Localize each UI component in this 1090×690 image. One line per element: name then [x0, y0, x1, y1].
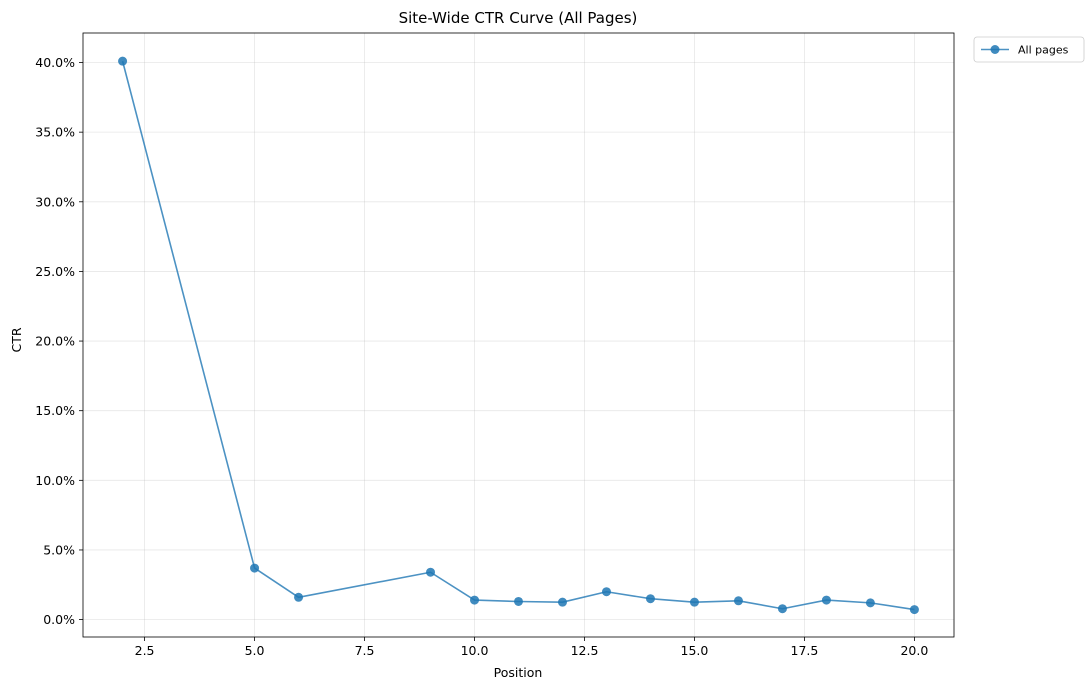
x-tick-label: 10.0 — [461, 643, 489, 658]
y-axis-label: CTR — [9, 327, 24, 352]
data-point — [733, 596, 743, 606]
y-tick-label: 0.0% — [43, 612, 75, 627]
data-point — [294, 592, 304, 602]
data-point — [514, 596, 523, 606]
y-tick-label: 10.0% — [35, 473, 75, 488]
x-tick-label: 7.5 — [355, 643, 375, 658]
x-tick-label: 2.5 — [135, 643, 155, 658]
y-tick-label: 30.0% — [35, 194, 75, 209]
x-tick-label: 15.0 — [681, 643, 709, 658]
x-tick-label: 12.5 — [571, 643, 599, 658]
data-point — [250, 563, 260, 573]
y-tick-label: 25.0% — [35, 264, 75, 279]
y-tick-label: 20.0% — [35, 334, 75, 349]
data-point — [470, 595, 480, 605]
legend-entry-label: All pages — [1018, 44, 1069, 57]
ticks-layer: 2.5 5.0 7.5 10.0 12.5 15.0 17.5 20.0 0.0% 5.0% 10.… — [35, 55, 928, 658]
data-point — [865, 598, 875, 608]
series-layer — [118, 56, 919, 615]
data-point — [118, 56, 128, 66]
data-point — [557, 597, 567, 607]
series-line — [121, 60, 915, 611]
legend-marker-swatch — [990, 45, 1000, 54]
data-point — [821, 595, 831, 605]
chart-title: Site-Wide CTR Curve (All Pages) — [399, 9, 638, 27]
legend: All pages — [973, 36, 1085, 63]
data-point — [689, 597, 699, 607]
data-point — [909, 605, 919, 615]
y-tick-label: 35.0% — [35, 125, 75, 140]
data-point — [426, 567, 436, 577]
data-point — [645, 594, 655, 604]
data-point — [601, 587, 611, 597]
x-tick-label: 17.5 — [791, 643, 819, 658]
y-tick-label: 40.0% — [35, 55, 75, 70]
x-tick-label: 5.0 — [245, 643, 265, 658]
x-axis-label: Position — [494, 665, 543, 680]
plot-frame — [82, 32, 955, 638]
x-tick-label: 20.0 — [900, 643, 928, 658]
grid-layer — [83, 33, 954, 637]
data-point — [777, 604, 787, 614]
y-tick-label: 15.0% — [35, 403, 75, 418]
legend-box — [973, 36, 1085, 63]
y-tick-label: 5.0% — [43, 542, 75, 557]
